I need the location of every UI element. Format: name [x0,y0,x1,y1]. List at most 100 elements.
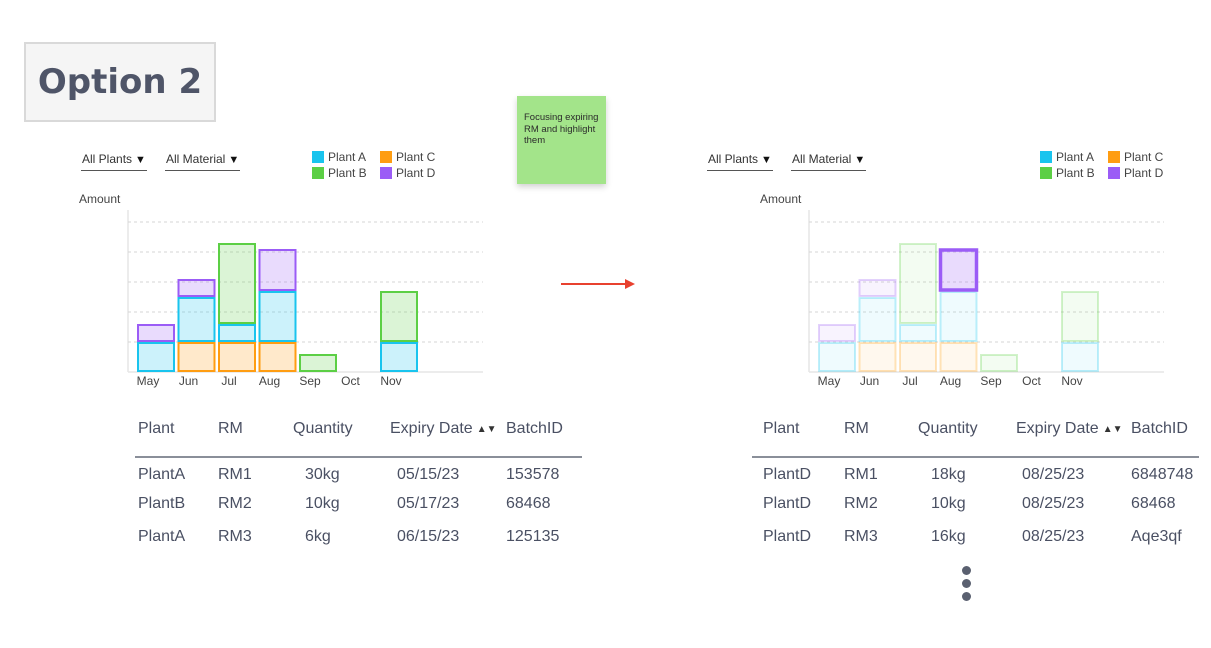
bar-segment-plant-c-jul[interactable] [899,342,937,372]
x-tick-label: Oct [341,374,360,388]
plants-dropdown[interactable]: All Plants ▼ [707,152,773,171]
material-dropdown[interactable]: All Material ▼ [791,152,867,171]
header-divider [135,456,582,458]
x-tick-label: Sep [299,374,321,388]
caret-down-icon: ▼ [761,154,772,166]
y-axis-label: Amount [760,192,802,206]
bar-segment-plant-c-jun[interactable] [858,342,897,372]
legend-item[interactable]: Plant D [380,166,435,180]
stacked-bar-chart: May Jun Jul Aug Sep Oct Nov [127,210,483,388]
sort-icon[interactable]: ▲▼ [476,424,497,435]
bar-segment-plant-d-aug[interactable] [258,249,297,291]
column-header-expiry-date[interactable]: Expiry Date ▲▼ [1016,420,1123,438]
legend-item[interactable]: Plant B [1040,166,1095,180]
legend-item[interactable]: Plant A [312,150,366,164]
header-divider [752,456,1199,458]
column-header-batchid[interactable]: BatchID [506,420,563,437]
cell-expiry-date: 08/25/23 [1022,528,1085,545]
legend-label: Plant C [1124,150,1164,164]
bar-segment-plant-a-jul[interactable] [899,324,937,342]
x-tick-label: Jun [179,374,198,388]
x-tick-label: May [818,374,841,388]
legend-item[interactable]: Plant C [380,150,435,164]
x-tick-label: Jul [221,374,236,388]
bar-segment-plant-b-nov[interactable] [1061,291,1099,342]
panel-left: All Plants ▼ All Material ▼ Plant A Plant … [0,0,600,648]
bar-segment-plant-c-jul[interactable] [218,342,256,372]
bar-segment-plant-a-may[interactable] [137,342,175,372]
caret-down-icon: ▼ [135,154,146,166]
bar-segment-plant-c-aug[interactable] [258,342,297,372]
bar-segment-plant-a-jul[interactable] [218,324,256,342]
cell-batchid: 68468 [1131,495,1176,512]
bar-segment-plant-a-jun[interactable] [858,297,897,342]
column-header-expiry-date[interactable]: Expiry Date ▲▼ [390,420,497,438]
material-dropdown[interactable]: All Material ▼ [165,152,241,171]
plants-dropdown[interactable]: All Plants ▼ [81,152,147,171]
legend-swatch [312,151,324,163]
x-tick-label: Jun [860,374,879,388]
dot [962,592,971,601]
cell-rm: RM1 [218,466,252,483]
column-header-batchid[interactable]: BatchID [1131,420,1188,437]
x-tick-label: May [137,374,160,388]
cell-quantity: 10kg [931,495,966,512]
legend-item[interactable]: Plant C [1108,150,1163,164]
bar-segment-plant-c-jun[interactable] [177,342,216,372]
more-vertical-icon[interactable] [962,566,972,605]
cell-quantity: 10kg [305,495,340,512]
bar-segment-plant-d-aug[interactable] [938,248,979,292]
legend-swatch [380,151,392,163]
column-header-quantity[interactable]: Quantity [293,420,353,437]
material-dropdown-label: All Material [792,152,852,166]
cell-batchid: 6848748 [1131,466,1194,483]
legend-swatch [312,167,324,179]
cell-expiry-date: 08/25/23 [1022,495,1085,512]
y-axis-label: Amount [79,192,121,206]
bar-segment-plant-b-sep[interactable] [980,354,1018,372]
plants-dropdown-label: All Plants [82,152,133,166]
legend-label: Plant C [396,150,436,164]
caret-down-icon: ▼ [228,154,240,166]
bar-segment-plant-a-may[interactable] [818,342,856,372]
bar-segment-plant-d-may[interactable] [818,324,856,342]
material-dropdown-label: All Material [166,152,226,166]
x-tick-label: Aug [940,374,961,388]
legend-swatch [1040,167,1052,179]
bar-segment-plant-a-aug[interactable] [939,291,978,342]
bar-segment-plant-a-nov[interactable] [380,342,418,372]
bar-segment-plant-a-jun[interactable] [177,297,216,342]
bar-segment-plant-a-nov[interactable] [1061,342,1099,372]
cell-batchid: Aqe3qf [1131,528,1182,545]
cell-expiry-date: 08/25/23 [1022,466,1085,483]
column-header-plant[interactable]: Plant [763,420,800,437]
cell-rm: RM1 [844,466,878,483]
legend-label: Plant A [328,150,367,164]
transition-arrow-icon [561,279,635,289]
x-tick-label: Nov [380,374,401,388]
legend-item[interactable]: Plant D [1108,166,1163,180]
cell-plant: PlantB [138,495,186,512]
legend-item[interactable]: Plant A [1040,150,1094,164]
bar-segment-plant-d-jun[interactable] [177,279,216,297]
legend-item[interactable]: Plant B [312,166,367,180]
bar-segment-plant-d-may[interactable] [137,324,175,342]
column-header-rm[interactable]: RM [844,420,869,437]
column-header-quantity[interactable]: Quantity [918,420,978,437]
bar-segment-plant-d-jun[interactable] [858,279,897,297]
bar-segment-plant-c-aug[interactable] [939,342,978,372]
bar-segment-plant-a-aug[interactable] [258,291,297,342]
cell-quantity: 6kg [305,528,331,545]
legend-swatch [1108,151,1120,163]
bar-segment-plant-b-nov[interactable] [380,291,418,342]
bar-segment-plant-b-sep[interactable] [299,354,337,372]
x-tick-label: Jul [902,374,917,388]
cell-rm: RM2 [844,495,878,512]
sort-icon[interactable]: ▲▼ [1102,424,1123,435]
column-header-plant[interactable]: Plant [138,420,175,437]
bar-segment-plant-b-jul[interactable] [218,243,256,324]
cell-plant: PlantD [763,495,812,512]
bar-segment-plant-b-jul[interactable] [899,243,937,324]
column-header-rm[interactable]: RM [218,420,243,437]
